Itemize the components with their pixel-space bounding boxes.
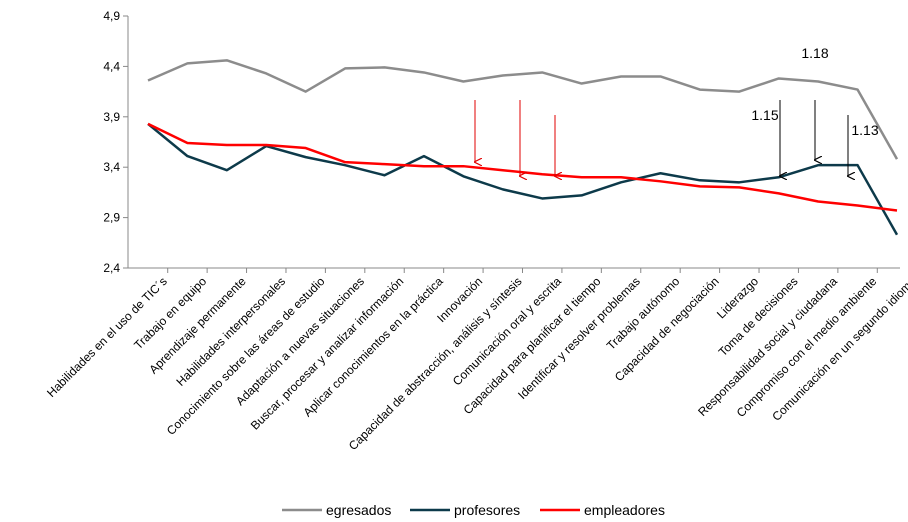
series-line — [147, 59, 899, 160]
legend-item: profesores — [410, 502, 520, 518]
y-tick-label: 4,4 — [103, 59, 120, 73]
x-tick-label: Comunicación en un segundo idioma — [769, 274, 908, 424]
x-tick-label: Trabajo autónomo — [604, 274, 683, 353]
y-tick-label: 4,9 — [103, 9, 120, 23]
y-tick-label: 3,4 — [103, 160, 120, 174]
y-tick-label: 2,4 — [103, 261, 120, 275]
annotation: 1.13 — [851, 122, 878, 138]
y-tick-label: 2,9 — [103, 211, 120, 225]
legend-label: egresados — [326, 502, 391, 518]
x-tick-label: Aplicar conocimientos en la práctica — [301, 274, 446, 419]
series-line — [147, 122, 898, 212]
legend-item: egresados — [282, 502, 391, 518]
annotation: 1.18 — [801, 45, 828, 61]
x-tick-label: Responsabilidad social y ciudadana — [695, 274, 840, 419]
x-tick-label: Compromiso con el medio ambiente — [734, 274, 880, 420]
annotation: 1.15 — [751, 107, 778, 123]
x-tick-label: Trabajo en equipo — [131, 274, 209, 352]
y-tick-label: 3,9 — [103, 110, 120, 124]
series-line — [147, 122, 899, 236]
legend-item: empleadores — [540, 502, 665, 518]
legend-label: profesores — [454, 502, 520, 518]
legend-label: empleadores — [584, 502, 665, 518]
